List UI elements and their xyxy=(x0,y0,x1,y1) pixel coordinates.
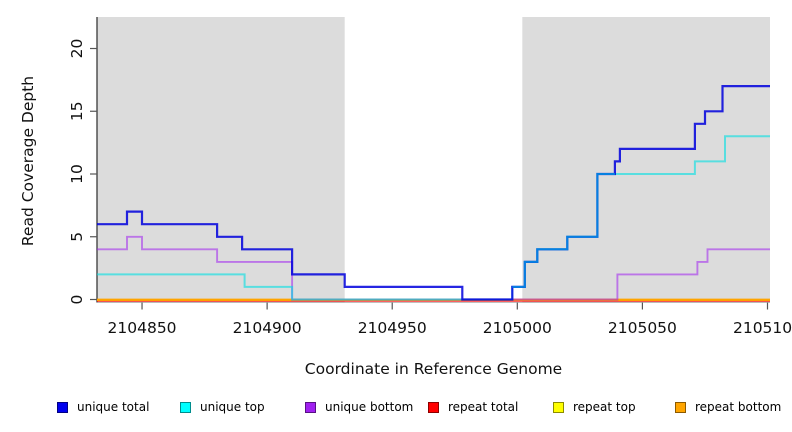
legend-swatch-icon xyxy=(305,401,316,413)
y-tick-label: 5 xyxy=(68,232,86,242)
legend-item-unique-bottom: unique bottom xyxy=(305,399,413,415)
legend-item-repeat-top: repeat top xyxy=(553,399,636,415)
legend-label: repeat total xyxy=(448,400,519,414)
legend-item-unique-total: unique total xyxy=(57,399,149,415)
legend-swatch-icon xyxy=(180,401,191,413)
x-tick-label: 2104950 xyxy=(358,319,427,337)
x-axis-title: Coordinate in Reference Genome xyxy=(304,360,563,378)
plot-area: 2104850 2104900 2104950 2105000 2105050 21051… xyxy=(68,17,792,337)
x-tick-label: 2105000 xyxy=(483,319,552,337)
legend-swatch-icon xyxy=(553,401,564,413)
legend-label: unique bottom xyxy=(325,400,414,414)
legend-label: unique top xyxy=(200,400,265,414)
legend-label: repeat bottom xyxy=(695,400,782,414)
y-tick-label: 15 xyxy=(68,101,86,121)
legend-swatch-icon xyxy=(675,401,686,413)
x-tick-label: 2104900 xyxy=(233,319,302,337)
shaded-region xyxy=(97,17,345,303)
legend-label: unique total xyxy=(77,400,150,414)
y-tick-label: 20 xyxy=(68,39,86,59)
legend-swatch-icon xyxy=(428,401,439,413)
legend-item-unique-top: unique top xyxy=(180,399,265,415)
series-overlap-highlight xyxy=(512,173,615,288)
legend-item-repeat-total: repeat total xyxy=(428,399,518,415)
y-tick-label: 10 xyxy=(68,164,86,184)
shaded-region xyxy=(522,17,770,303)
series-line-unique-bottom xyxy=(97,235,770,301)
x-tick-label: 2105050 xyxy=(608,319,677,337)
y-tick-label: 0 xyxy=(68,295,86,305)
legend: unique total unique top unique bottom repea… xyxy=(0,399,792,419)
y-axis-title: Read Coverage Depth xyxy=(19,75,37,247)
legend-item-repeat-bottom: repeat bottom xyxy=(675,399,781,415)
x-tick-label: 2104850 xyxy=(108,319,177,337)
legend-swatch-icon xyxy=(57,401,68,413)
legend-label: repeat top xyxy=(573,400,636,414)
